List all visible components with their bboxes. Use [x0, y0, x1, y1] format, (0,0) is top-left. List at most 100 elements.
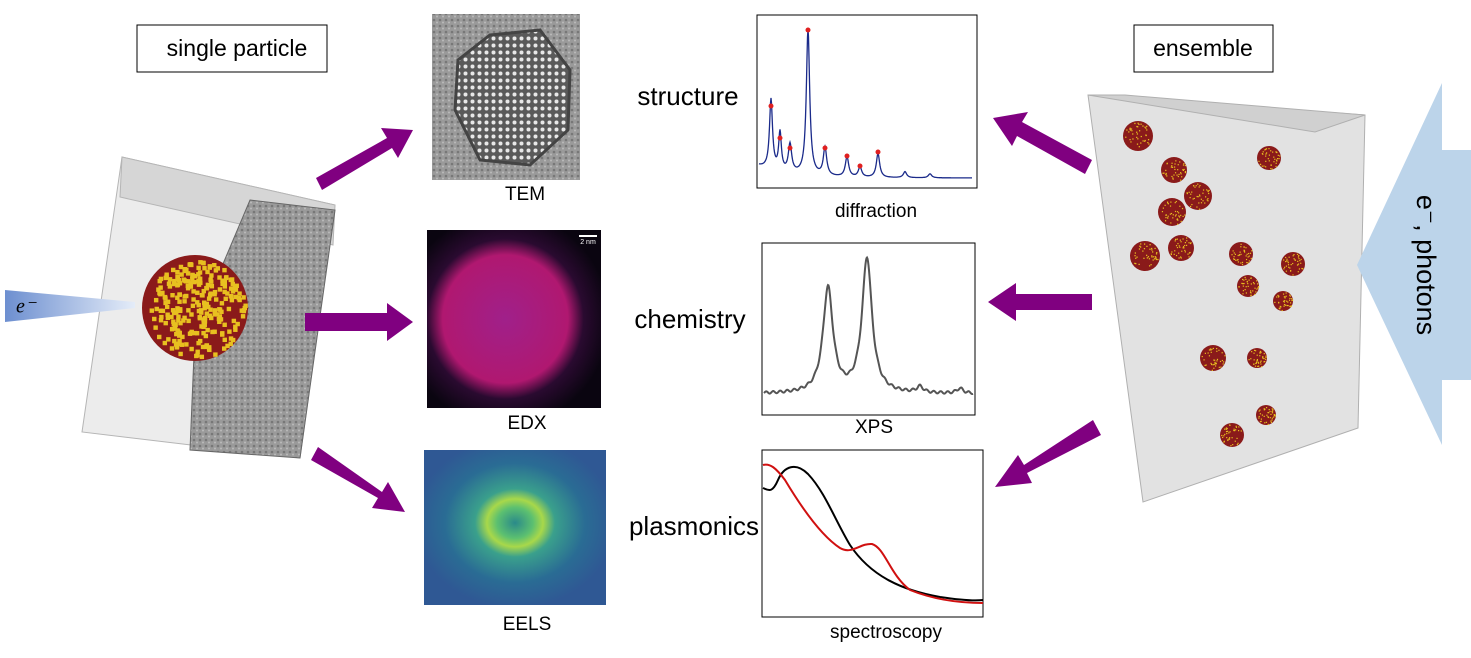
atom — [1246, 281, 1248, 283]
atom — [1137, 126, 1139, 128]
atom — [1151, 255, 1153, 257]
atom — [1289, 267, 1291, 269]
atom — [1146, 245, 1148, 247]
atom — [1177, 169, 1179, 171]
atom — [1200, 202, 1203, 204]
atom — [1287, 301, 1289, 303]
atom — [1277, 294, 1279, 297]
atom — [1150, 264, 1152, 266]
atom — [1138, 248, 1141, 250]
atom — [192, 330, 198, 336]
atom — [167, 284, 173, 289]
atom — [1173, 166, 1176, 168]
atom — [1144, 140, 1146, 142]
arrow — [988, 283, 1092, 321]
atom — [1271, 408, 1273, 410]
atom — [1260, 363, 1262, 365]
atom — [1263, 165, 1265, 167]
atom — [1259, 352, 1262, 354]
atom — [1214, 359, 1216, 361]
atom — [170, 267, 176, 273]
atom — [1263, 408, 1265, 410]
atom — [166, 281, 172, 286]
atom — [1284, 304, 1287, 306]
atom — [1221, 352, 1223, 354]
atom — [1216, 358, 1219, 361]
atom — [171, 310, 177, 316]
sphere — [1257, 146, 1281, 170]
atom — [1134, 255, 1136, 257]
atom — [232, 285, 238, 291]
atom — [214, 312, 220, 317]
atom — [1183, 163, 1185, 165]
atom — [1140, 246, 1142, 248]
atom — [1286, 300, 1288, 302]
atom — [1225, 427, 1227, 429]
atom — [1237, 442, 1239, 444]
atom — [1257, 287, 1259, 289]
atom — [1183, 247, 1185, 249]
atom — [1206, 199, 1208, 201]
atom — [1257, 361, 1259, 363]
atom — [1207, 352, 1209, 354]
atom — [1268, 408, 1270, 411]
atom — [1136, 256, 1138, 258]
ensemble-label: ensemble — [1153, 35, 1253, 61]
atom — [1203, 359, 1205, 361]
atom — [1232, 444, 1234, 446]
atom — [1243, 250, 1245, 252]
atom — [1239, 251, 1241, 253]
atom — [1145, 127, 1147, 129]
atom — [235, 321, 240, 327]
atom — [1243, 246, 1245, 248]
atom — [1213, 367, 1215, 369]
atom — [1282, 293, 1285, 295]
atom — [1242, 293, 1244, 295]
atom — [1207, 200, 1209, 202]
atom — [193, 273, 198, 279]
atom — [1222, 363, 1224, 365]
atom — [226, 306, 232, 312]
atom — [1270, 413, 1272, 415]
atom — [1238, 426, 1240, 428]
atom — [1161, 210, 1164, 213]
atom — [1172, 177, 1174, 179]
atom — [1129, 128, 1131, 130]
atom — [1148, 143, 1150, 145]
atom — [1252, 282, 1255, 284]
atom — [1262, 357, 1264, 359]
atom — [1135, 263, 1137, 265]
atom — [1136, 131, 1138, 133]
atom — [230, 337, 236, 343]
atom — [1192, 198, 1194, 200]
atom — [185, 279, 191, 284]
atom — [184, 293, 189, 299]
atom — [208, 307, 213, 312]
atom — [1298, 268, 1301, 270]
atom — [169, 326, 175, 332]
atom — [1274, 301, 1276, 303]
atom — [1275, 162, 1277, 164]
atom — [1186, 240, 1188, 242]
atom — [1229, 431, 1231, 433]
atom — [1174, 163, 1176, 165]
atom — [1210, 362, 1212, 365]
atom — [197, 315, 202, 320]
atom — [1273, 413, 1275, 416]
atom — [185, 286, 191, 291]
atom — [1270, 420, 1272, 422]
atom — [1293, 258, 1295, 260]
atom — [1297, 263, 1300, 265]
atom — [1204, 364, 1206, 367]
atom — [1250, 257, 1252, 260]
atom — [1285, 260, 1287, 263]
sphere — [1123, 121, 1153, 151]
atom — [1189, 251, 1191, 254]
atom — [1128, 131, 1130, 133]
property-label: chemistry — [634, 304, 745, 334]
atom — [1251, 250, 1253, 252]
atom — [191, 297, 196, 302]
atom — [1184, 249, 1186, 252]
atom — [1283, 296, 1285, 298]
atom — [1184, 171, 1186, 174]
